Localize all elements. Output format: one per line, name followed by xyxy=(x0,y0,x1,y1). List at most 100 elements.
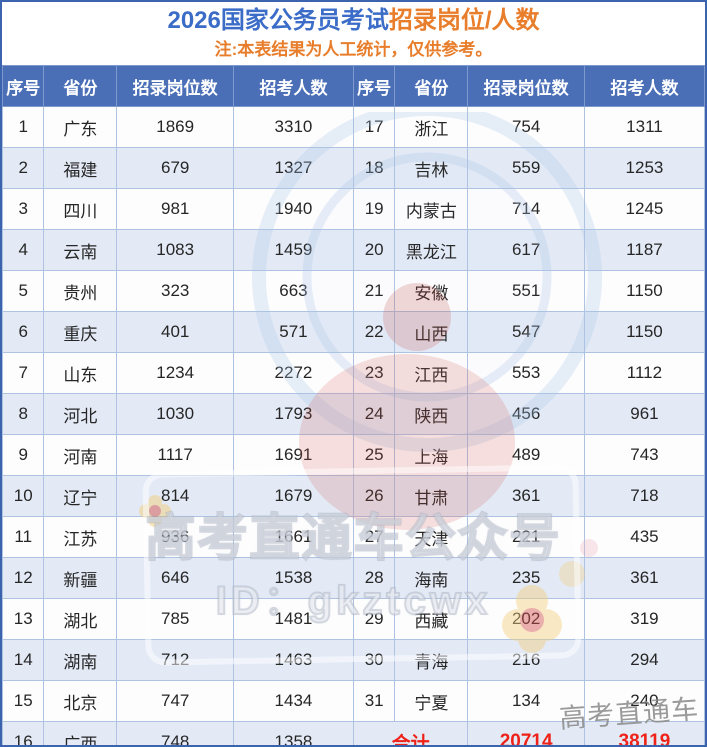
recruitment-table: 序号 省份 招录岗位数 招考人数 序号 省份 招录岗位数 招考人数 1 广东 1869 3310 17… xyxy=(2,65,705,745)
province-cell: 陕西 xyxy=(394,393,469,435)
positions-cell: 785 xyxy=(116,598,234,640)
candidates-cell: 1150 xyxy=(583,311,705,353)
province-cell: 河南 xyxy=(43,434,118,476)
positions-cell: 235 xyxy=(467,557,585,599)
table-row: 13 湖北 785 1481 29 西藏 202 319 xyxy=(2,598,705,640)
table-row: 2 福建 679 1327 18 吉林 559 1253 xyxy=(2,147,705,189)
table-row: 16 广西 748 1358 合计 20714 38119 xyxy=(2,721,705,745)
column-header: 招录岗位数 xyxy=(467,65,585,107)
positions-cell: 361 xyxy=(467,475,585,517)
positions-cell: 981 xyxy=(116,188,234,230)
positions-cell: 134 xyxy=(467,680,585,722)
province-cell: 福建 xyxy=(43,147,118,189)
positions-cell: 747 xyxy=(116,680,234,722)
index-cell: 1 xyxy=(2,106,45,148)
candidates-cell: 743 xyxy=(583,434,705,476)
index-cell: 31 xyxy=(352,680,396,722)
column-header: 招录岗位数 xyxy=(116,65,234,107)
page-title-subject-part: 招录岗位/人数 xyxy=(388,6,540,34)
province-cell: 海南 xyxy=(394,557,469,599)
positions-cell: 754 xyxy=(467,106,585,148)
positions-cell: 1083 xyxy=(116,229,234,271)
candidates-cell: 1679 xyxy=(232,475,354,517)
index-cell: 28 xyxy=(352,557,396,599)
province-cell: 重庆 xyxy=(43,311,118,353)
candidates-cell: 1253 xyxy=(583,147,705,189)
candidates-cell: 361 xyxy=(583,557,705,599)
index-cell: 21 xyxy=(352,270,396,312)
index-cell: 15 xyxy=(2,680,45,722)
index-cell: 7 xyxy=(2,352,45,394)
table-row: 4 云南 1083 1459 20 黑龙江 617 1187 xyxy=(2,229,705,271)
candidates-cell: 1793 xyxy=(232,393,354,435)
table-row: 11 江苏 936 1661 27 天津 221 435 xyxy=(2,516,705,558)
index-cell: 18 xyxy=(352,147,396,189)
positions-cell: 1117 xyxy=(116,434,234,476)
table-row: 7 山东 1234 2272 23 江西 553 1112 xyxy=(2,352,705,394)
candidates-cell: 1691 xyxy=(232,434,354,476)
province-cell: 山东 xyxy=(43,352,118,394)
province-cell: 内蒙古 xyxy=(394,188,469,230)
index-cell: 9 xyxy=(2,434,45,476)
candidates-cell: 1940 xyxy=(232,188,354,230)
candidates-cell: 1245 xyxy=(583,188,705,230)
positions-cell: 646 xyxy=(116,557,234,599)
index-cell: 24 xyxy=(352,393,396,435)
positions-cell: 1234 xyxy=(116,352,234,394)
candidates-cell: 1481 xyxy=(232,598,354,640)
candidates-cell: 1112 xyxy=(583,352,705,394)
candidates-cell: 571 xyxy=(232,311,354,353)
candidates-cell: 663 xyxy=(232,270,354,312)
table-row: 14 湖南 712 1463 30 青海 216 294 xyxy=(2,639,705,681)
province-cell: 湖南 xyxy=(43,639,118,681)
candidates-cell: 1327 xyxy=(232,147,354,189)
province-cell: 广东 xyxy=(43,106,118,148)
index-cell: 13 xyxy=(2,598,45,640)
candidates-cell: 3310 xyxy=(232,106,354,148)
candidates-cell: 435 xyxy=(583,516,705,558)
province-cell: 浙江 xyxy=(394,106,469,148)
candidates-cell: 961 xyxy=(583,393,705,435)
candidates-cell: 1434 xyxy=(232,680,354,722)
index-cell: 8 xyxy=(2,393,45,435)
positions-cell: 221 xyxy=(467,516,585,558)
positions-cell: 712 xyxy=(116,639,234,681)
index-cell: 30 xyxy=(352,639,396,681)
positions-cell: 814 xyxy=(116,475,234,517)
positions-cell: 216 xyxy=(467,639,585,681)
positions-cell: 559 xyxy=(467,147,585,189)
province-cell: 辽宁 xyxy=(43,475,118,517)
table-row: 15 北京 747 1434 31 宁夏 134 240 xyxy=(2,680,705,722)
province-cell: 山西 xyxy=(394,311,469,353)
positions-cell: 547 xyxy=(467,311,585,353)
candidates-cell: 1661 xyxy=(232,516,354,558)
table-title-area: 2026国家公务员考试招录岗位/人数 注:本表结果为人工统计，仅供参考。 xyxy=(2,2,705,65)
candidates-cell: 240 xyxy=(583,680,705,722)
index-cell: 2 xyxy=(2,147,45,189)
total-positions-cell: 20714 xyxy=(467,721,585,745)
index-cell: 3 xyxy=(2,188,45,230)
province-cell: 云南 xyxy=(43,229,118,271)
index-cell: 29 xyxy=(352,598,396,640)
province-cell: 江苏 xyxy=(43,516,118,558)
province-cell: 河北 xyxy=(43,393,118,435)
table-row: 1 广东 1869 3310 17 浙江 754 1311 xyxy=(2,106,705,148)
province-cell: 黑龙江 xyxy=(394,229,469,271)
table-row: 5 贵州 323 663 21 安徽 551 1150 xyxy=(2,270,705,312)
candidates-cell: 1311 xyxy=(583,106,705,148)
total-candidates-cell: 38119 xyxy=(583,721,705,745)
positions-cell: 1869 xyxy=(116,106,234,148)
province-cell: 吉林 xyxy=(394,147,469,189)
positions-cell: 489 xyxy=(467,434,585,476)
province-cell: 贵州 xyxy=(43,270,118,312)
index-cell: 4 xyxy=(2,229,45,271)
table-header-row: 序号 省份 招录岗位数 招考人数 序号 省份 招录岗位数 招考人数 xyxy=(2,65,705,107)
index-cell: 12 xyxy=(2,557,45,599)
column-header: 招考人数 xyxy=(232,65,354,107)
table-row: 3 四川 981 1940 19 内蒙古 714 1245 xyxy=(2,188,705,230)
index-cell: 6 xyxy=(2,311,45,353)
positions-cell: 617 xyxy=(467,229,585,271)
positions-cell: 714 xyxy=(467,188,585,230)
column-header: 序号 xyxy=(2,65,45,107)
